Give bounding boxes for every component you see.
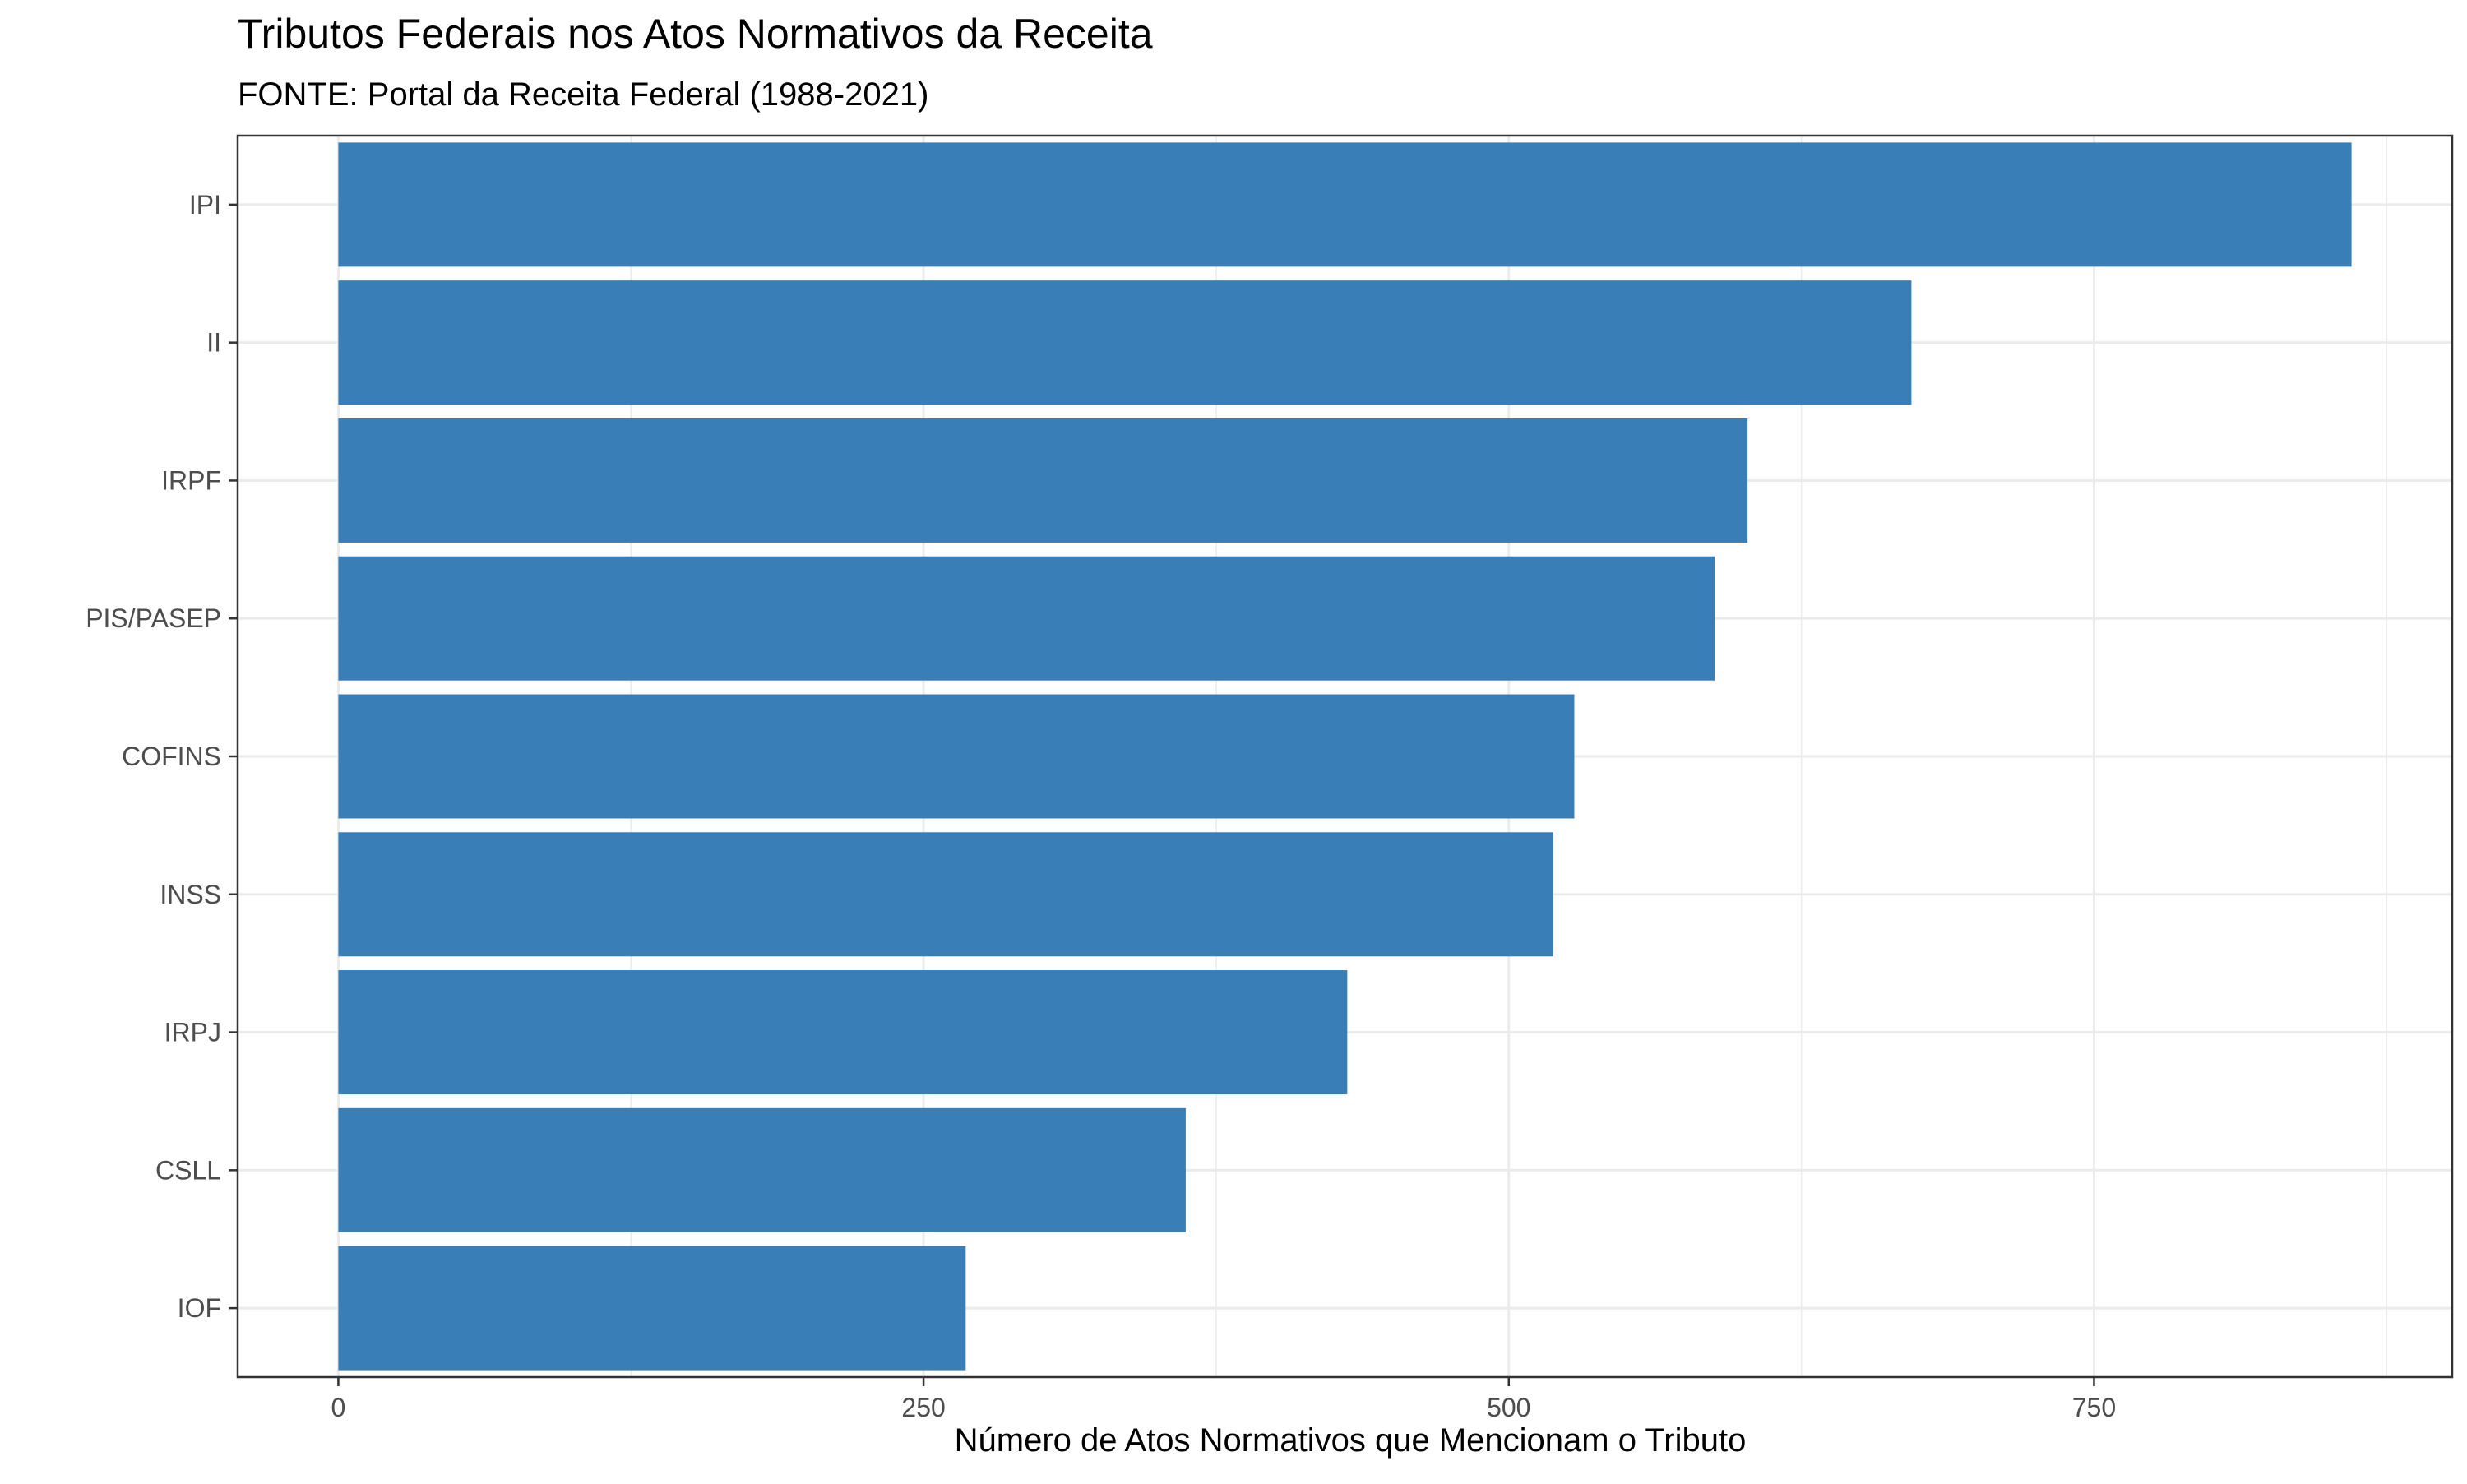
- bar-ipi: [338, 142, 2352, 267]
- bar-iof: [338, 1246, 966, 1371]
- bar-inss: [338, 832, 1553, 957]
- bar-csll: [338, 1107, 1186, 1232]
- y-tick-label: INSS: [160, 880, 221, 909]
- y-tick-label: IPI: [189, 190, 221, 220]
- bar-irpf: [338, 418, 1748, 543]
- plot-area: IPI II IRPF PIS/PASEP COFINS INSS IRPJ CSLL IOF 0…: [86, 134, 2454, 1422]
- y-tick-label: COFINS: [122, 742, 221, 771]
- chart-subtitle: FONTE: Portal da Receita Federal (1988-2…: [238, 76, 928, 113]
- y-tick-label: IRPJ: [164, 1018, 221, 1047]
- chart-title: Tributos Federais nos Atos Normativos da…: [238, 11, 1153, 57]
- x-tick-label: 0: [331, 1393, 346, 1422]
- y-tick-label: IRPF: [161, 465, 221, 495]
- x-axis-label: Número de Atos Normativos que Mencionam …: [955, 1422, 1747, 1459]
- y-tick-label: CSLL: [155, 1155, 221, 1185]
- x-tick-label: 500: [1487, 1393, 1530, 1422]
- x-tick-label: 750: [2072, 1393, 2116, 1422]
- y-tick-label: PIS/PASEP: [86, 603, 221, 633]
- bar-irpj: [338, 970, 1348, 1095]
- bar-ii: [338, 280, 1912, 405]
- y-tick-label: II: [206, 328, 221, 358]
- x-tick-label: 250: [901, 1393, 945, 1422]
- bar-cofins: [338, 694, 1575, 819]
- bar-pis-pasep: [338, 556, 1715, 681]
- y-tick-label: IOF: [178, 1293, 221, 1323]
